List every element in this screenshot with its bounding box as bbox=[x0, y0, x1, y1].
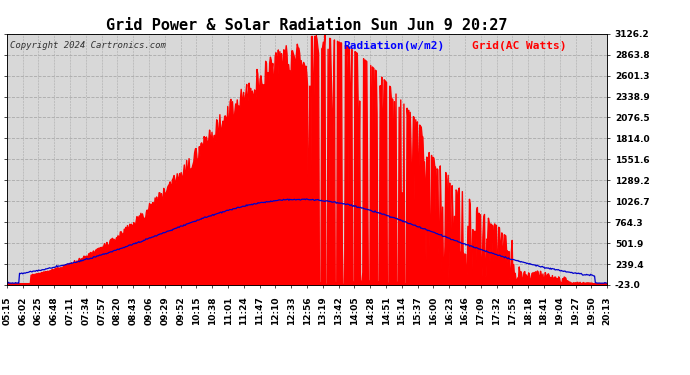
Text: 09:52: 09:52 bbox=[176, 296, 185, 325]
Text: 18:18: 18:18 bbox=[524, 296, 533, 325]
Text: 08:43: 08:43 bbox=[129, 296, 138, 325]
Text: 17:55: 17:55 bbox=[508, 296, 517, 325]
Text: 19:04: 19:04 bbox=[555, 296, 564, 325]
Text: 14:05: 14:05 bbox=[350, 296, 359, 325]
Text: 16:00: 16:00 bbox=[429, 296, 438, 325]
Text: 10:15: 10:15 bbox=[192, 296, 201, 325]
Text: 15:37: 15:37 bbox=[413, 296, 422, 325]
Text: 09:06: 09:06 bbox=[145, 296, 154, 325]
Text: 07:11: 07:11 bbox=[66, 296, 75, 325]
Text: 12:56: 12:56 bbox=[302, 296, 312, 325]
Text: 19:27: 19:27 bbox=[571, 296, 580, 325]
Text: 14:28: 14:28 bbox=[366, 296, 375, 325]
Text: 19:50: 19:50 bbox=[587, 296, 596, 325]
Text: 12:10: 12:10 bbox=[271, 296, 280, 325]
Text: 11:24: 11:24 bbox=[239, 296, 248, 325]
Text: 20:13: 20:13 bbox=[602, 296, 612, 325]
Text: 07:57: 07:57 bbox=[97, 296, 106, 325]
Text: 06:02: 06:02 bbox=[18, 296, 27, 325]
Text: 06:25: 06:25 bbox=[34, 296, 43, 325]
Title: Grid Power & Solar Radiation Sun Jun 9 20:27: Grid Power & Solar Radiation Sun Jun 9 2… bbox=[106, 18, 508, 33]
Text: 07:34: 07:34 bbox=[81, 296, 90, 325]
Text: 13:42: 13:42 bbox=[334, 296, 343, 325]
Text: 13:19: 13:19 bbox=[318, 296, 327, 325]
Text: 18:41: 18:41 bbox=[540, 296, 549, 325]
Text: 14:51: 14:51 bbox=[382, 296, 391, 325]
Text: 15:14: 15:14 bbox=[397, 296, 406, 325]
Text: 12:33: 12:33 bbox=[287, 296, 296, 325]
Text: 11:01: 11:01 bbox=[224, 296, 233, 325]
Text: Radiation(w/m2): Radiation(w/m2) bbox=[343, 41, 444, 51]
Text: 17:09: 17:09 bbox=[476, 296, 485, 325]
Text: 16:46: 16:46 bbox=[460, 296, 469, 325]
Text: 11:47: 11:47 bbox=[255, 296, 264, 325]
Text: Grid(AC Watts): Grid(AC Watts) bbox=[472, 41, 566, 51]
Text: 17:32: 17:32 bbox=[492, 296, 501, 325]
Text: 06:48: 06:48 bbox=[50, 296, 59, 325]
Text: 05:15: 05:15 bbox=[2, 296, 12, 325]
Text: 16:23: 16:23 bbox=[445, 296, 454, 325]
Text: Copyright 2024 Cartronics.com: Copyright 2024 Cartronics.com bbox=[10, 41, 166, 50]
Text: 10:38: 10:38 bbox=[208, 296, 217, 325]
Text: 08:20: 08:20 bbox=[113, 296, 122, 325]
Text: 09:29: 09:29 bbox=[160, 296, 169, 325]
